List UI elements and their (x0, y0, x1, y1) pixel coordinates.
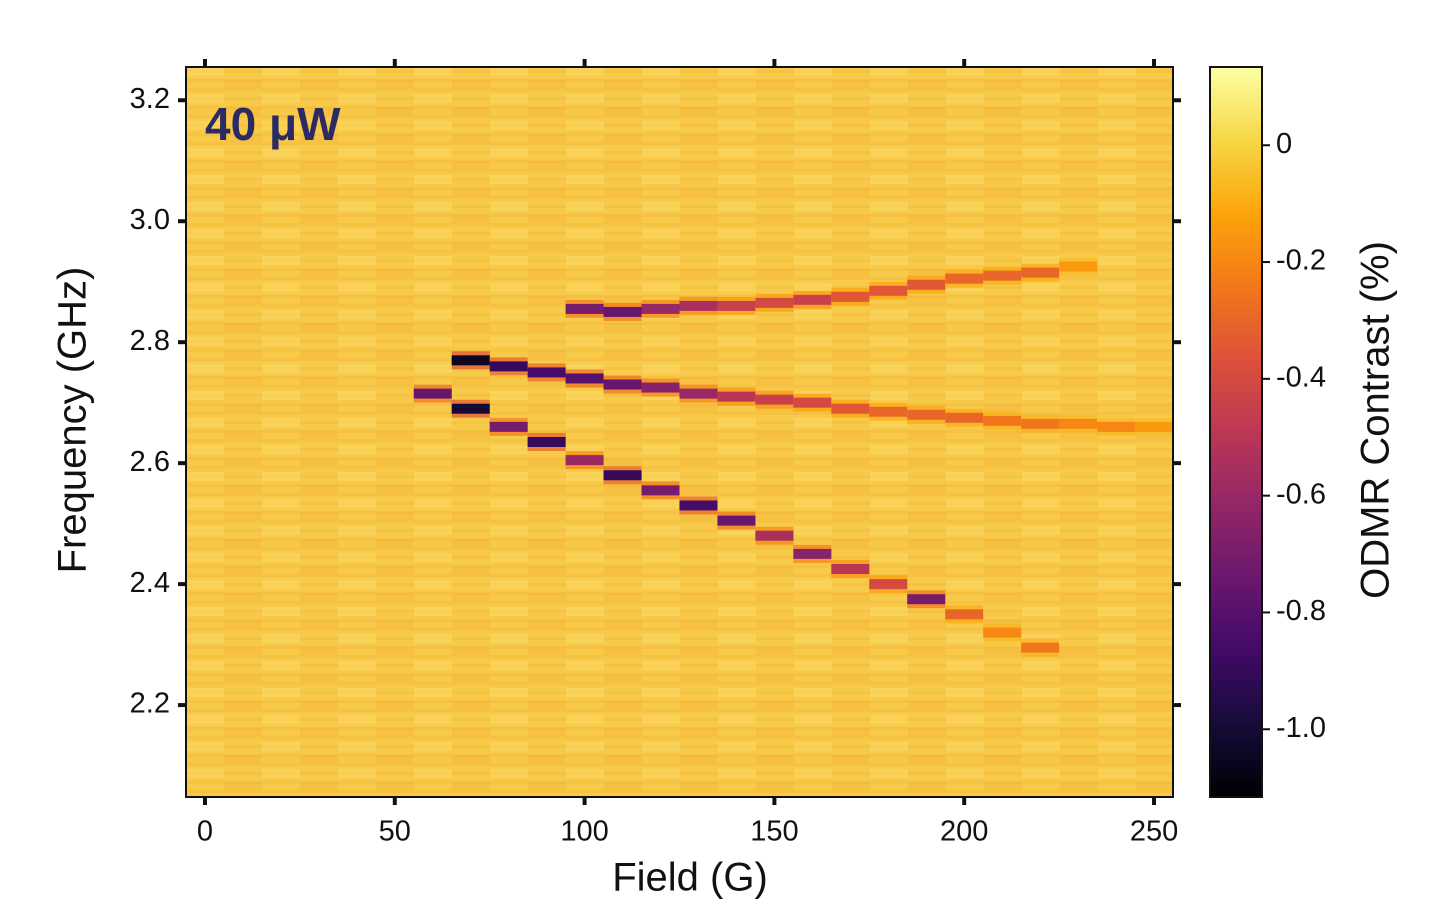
heat-cell (717, 391, 756, 402)
heat-cell (565, 303, 604, 314)
heat-cell (451, 355, 490, 366)
heat-cell (641, 485, 680, 496)
heat-cell (907, 279, 946, 290)
heat-cell (869, 406, 908, 417)
heat-cell (945, 412, 984, 423)
heat-cell (565, 373, 604, 384)
colorbar-tick-label: 0 (1276, 128, 1292, 160)
y-tick-label: 2.2 (130, 688, 170, 720)
x-tick-label: 50 (379, 816, 411, 848)
heat-cell (869, 285, 908, 296)
heat-cell (793, 397, 832, 408)
heat-cell (907, 594, 946, 605)
heat-cell (983, 270, 1022, 281)
heat-cell (983, 627, 1022, 638)
heat-cell (793, 294, 832, 305)
x-axis-label: Field (G) (612, 856, 768, 900)
x-tick-label: 0 (197, 816, 213, 848)
y-tick-label: 3.0 (130, 204, 170, 236)
heat-cell (679, 300, 718, 311)
x-tick-label: 150 (750, 816, 798, 848)
heat-cell (945, 609, 984, 620)
heat-cell (489, 421, 528, 432)
colorbar-tick-label: -0.8 (1276, 595, 1326, 627)
colorbar-tick-label: -0.4 (1276, 362, 1326, 394)
heat-cell (527, 436, 566, 447)
colorbar-tick-label: -0.2 (1276, 245, 1326, 277)
y-tick-label: 2.4 (130, 567, 170, 599)
heat-cell (603, 379, 642, 390)
heat-cell (755, 297, 794, 308)
heat-cell (641, 303, 680, 314)
heat-cell (869, 579, 908, 590)
heat-cell (755, 394, 794, 405)
heat-cell (717, 300, 756, 311)
heat-cell (603, 306, 642, 317)
heat-cell (527, 367, 566, 378)
heat-cell (1135, 421, 1174, 432)
plot-frame (185, 66, 1174, 798)
y-tick-label: 2.8 (130, 325, 170, 357)
heat-cell (831, 291, 870, 302)
heat-cell (1021, 267, 1060, 278)
heat-cell (451, 403, 490, 414)
x-tick-label: 100 (560, 816, 608, 848)
heat-cell (1021, 642, 1060, 653)
heat-cell (1059, 418, 1098, 429)
x-tick-label: 200 (940, 816, 988, 848)
heat-cell (907, 409, 946, 420)
colorbar-label: ODMR Contrast (%) (1354, 241, 1398, 599)
annotation: 40 μW (205, 98, 341, 150)
heat-cell (413, 388, 452, 399)
heat-cell (1021, 418, 1060, 429)
colorbar-tick-label: -0.6 (1276, 478, 1326, 510)
heat-cell (489, 361, 528, 372)
y-tick-label: 2.6 (130, 446, 170, 478)
heat-cell (679, 500, 718, 511)
heat-cell (831, 563, 870, 574)
heat-cell (565, 455, 604, 466)
y-tick-label: 3.2 (130, 83, 170, 115)
heat-cell (945, 273, 984, 284)
heat-cell (1097, 421, 1136, 432)
heat-cell (1059, 261, 1098, 272)
heat-cell (641, 382, 680, 393)
heat-cell (679, 388, 718, 399)
heat-cell (831, 403, 870, 414)
heat-cell (717, 515, 756, 526)
colorbar (1209, 66, 1263, 798)
heat-cell (755, 530, 794, 541)
x-tick-label: 250 (1130, 816, 1178, 848)
colorbar-tick-label: -1.0 (1276, 712, 1326, 744)
heat-cell (793, 548, 832, 559)
y-axis-label: Frequency (GHz) (51, 267, 95, 574)
heat-cell (603, 470, 642, 481)
heat-cell (983, 415, 1022, 426)
plot-texture (186, 67, 1173, 797)
